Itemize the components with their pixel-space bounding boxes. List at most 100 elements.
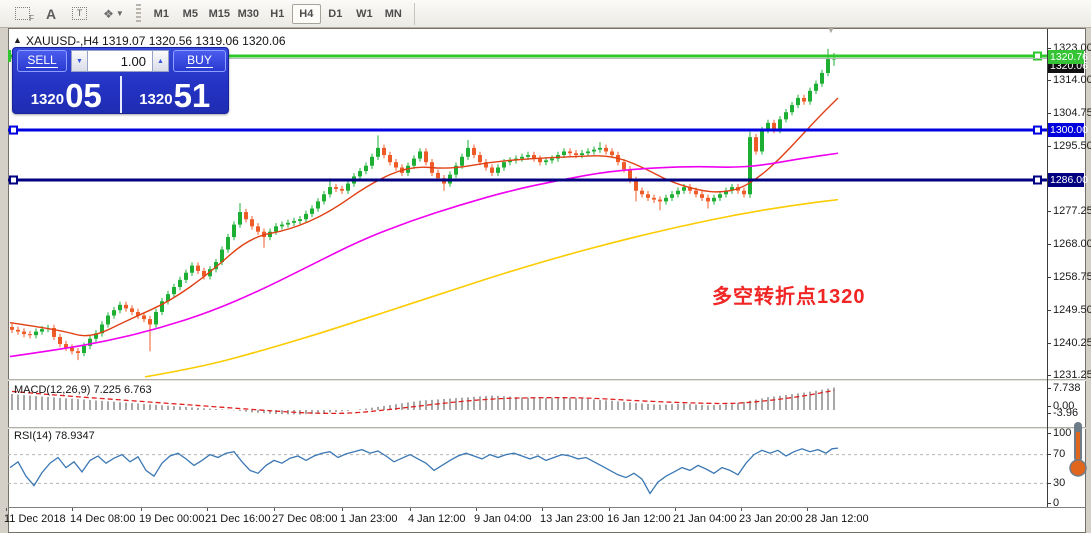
shapes-dropdown-button[interactable]: ❖ ▼ — [96, 4, 131, 24]
macd-axis-label: 7.738 — [1053, 382, 1081, 394]
price-axis-label: 1314.00 — [1053, 74, 1091, 86]
sell-price-display[interactable]: 1320 05 — [30, 77, 102, 115]
timeframe-button-m1[interactable]: M1 — [147, 4, 176, 24]
time-axis-tick — [207, 508, 208, 511]
triangle-up-icon: ▲ — [157, 57, 164, 65]
timeframe-button-m30[interactable]: M30 — [234, 4, 263, 24]
macd-axis-label: 0.00 — [1053, 400, 1075, 412]
timeframe-button-h1[interactable]: H1 — [263, 4, 292, 24]
time-axis-tick — [609, 508, 610, 511]
rsi-axis-tick — [1047, 503, 1051, 504]
toolbar: F A T ❖ ▼ M1 M5 M15 M30 H1 H4 D1 W1 MN — [0, 0, 1091, 28]
price-axis-label: 1258.75 — [1053, 271, 1091, 283]
dotted-grid-icon: F — [15, 7, 34, 23]
ma-slow-yellow[interactable] — [144, 198, 839, 378]
time-axis-label: 19 Dec 00:00 — [139, 513, 205, 525]
timeframe-button-w1[interactable]: W1 — [350, 4, 379, 24]
price-chart-pane[interactable] — [8, 31, 1047, 379]
time-axis-label: 11 Dec 2018 — [4, 513, 66, 525]
rsi-axis-tick — [1047, 433, 1051, 434]
timeframe-button-m15[interactable]: M15 — [205, 4, 234, 24]
font-label-tool-button[interactable]: A — [39, 4, 63, 24]
rsi-pane[interactable] — [8, 429, 1047, 507]
price-axis-tick — [1047, 211, 1051, 212]
toolbar-separator — [413, 2, 415, 25]
time-axis-tick — [274, 508, 275, 511]
shapes-icon: ❖ — [103, 6, 114, 21]
price-axis-tick — [1047, 277, 1051, 278]
time-axis-label: 4 Jan 12:00 — [408, 513, 466, 525]
time-axis-tick — [807, 508, 808, 511]
price-axis-label: 1295.50 — [1053, 140, 1091, 152]
triangle-down-icon: ▼ — [76, 57, 83, 65]
rsi-axis-tick — [1047, 483, 1051, 484]
rsi-axis-label: 100 — [1053, 427, 1072, 439]
volume-control: ▼ ▲ — [71, 50, 169, 72]
time-axis-tick — [675, 508, 676, 511]
time-axis-tick — [542, 508, 543, 511]
buy-price-display[interactable]: 1320 51 — [139, 77, 211, 115]
time-axis-tick — [410, 508, 411, 511]
rsi-label: RSI(14) 78.9347 — [14, 430, 95, 442]
price-axis-tick — [1047, 113, 1051, 114]
rsi-line — [9, 447, 839, 495]
price-axis-label: 1240.25 — [1053, 337, 1091, 349]
volume-increase-button[interactable]: ▲ — [152, 50, 169, 72]
price-axis-label: 1231.25 — [1053, 369, 1091, 381]
timeframe-button-m5[interactable]: M5 — [176, 4, 205, 24]
collapse-icon[interactable]: ▲ — [13, 35, 22, 45]
chart-title: XAUUSD-,H4 1319.07 1320.56 1319.06 1320.… — [26, 34, 286, 48]
price-axis-label: 1249.50 — [1053, 304, 1091, 316]
sell-button[interactable]: SELL — [17, 50, 67, 72]
chevron-down-icon: ▼ — [115, 9, 124, 18]
price-divider — [119, 76, 122, 113]
letter-a-icon: A — [46, 5, 57, 22]
price-axis-tick — [1047, 48, 1051, 49]
price-axis-tick — [1047, 343, 1051, 344]
time-axis-separator — [8, 507, 1086, 508]
hline-handle-ask-resistance-right[interactable] — [1033, 51, 1042, 61]
hline-handle-level-1286-right[interactable] — [1033, 175, 1042, 185]
trade-panel-prices: 1320 05 1320 51 — [13, 75, 228, 114]
time-axis-label: 16 Jan 12:00 — [607, 513, 671, 525]
hline-handle-level-1300-right[interactable] — [1033, 125, 1042, 135]
hline-handle-level-1300-left[interactable] — [9, 125, 18, 135]
macd-axis-tick — [1047, 406, 1051, 407]
timeframe-group: M1 M5 M15 M30 H1 H4 D1 W1 MN — [147, 3, 408, 24]
price-axis-label: 1268.00 — [1053, 238, 1091, 250]
pane-separator-macd — [8, 379, 1086, 381]
chart-annotation-text[interactable]: 多空转折点1320 — [712, 286, 866, 308]
ma-mid-magenta[interactable] — [9, 152, 839, 358]
price-axis-tick — [1047, 80, 1051, 81]
toolbar-grip — [135, 3, 141, 24]
price-axis-line — [1047, 29, 1048, 507]
buy-button[interactable]: BUY — [173, 50, 226, 72]
timeframe-button-d1[interactable]: D1 — [321, 4, 350, 24]
text-tool-button[interactable]: T — [65, 4, 94, 24]
macd-pane[interactable] — [8, 383, 1047, 426]
volume-decrease-button[interactable]: ▼ — [71, 50, 88, 72]
time-axis-label: 23 Jan 20:00 — [739, 513, 803, 525]
volume-input[interactable] — [88, 50, 152, 72]
macd-axis-tick — [1047, 388, 1051, 389]
text-t-icon: T — [72, 7, 88, 20]
time-axis-tick — [476, 508, 477, 511]
timeframe-button-mn[interactable]: MN — [379, 4, 408, 24]
timeframe-button-h4[interactable]: H4 — [291, 3, 321, 24]
hline-handle-level-1286-left[interactable] — [9, 175, 18, 185]
time-axis-tick — [6, 508, 7, 511]
rsi-axis-label: 30 — [1053, 477, 1066, 489]
time-axis-tick — [741, 508, 742, 511]
pane-separator-rsi — [8, 427, 1086, 429]
rsi-axis-tick — [1047, 454, 1051, 455]
trade-panel-controls: SELL ▼ ▲ BUY — [13, 48, 228, 75]
time-axis-label: 27 Dec 08:00 — [272, 513, 338, 525]
time-axis-tick — [342, 508, 343, 511]
price-flag-1286.00: 1286.00 — [1048, 173, 1088, 187]
snap-grid-tool-button[interactable]: F — [8, 4, 37, 24]
time-axis-label: 1 Jan 23:00 — [340, 513, 398, 525]
ma-fast-red[interactable] — [9, 97, 839, 337]
macd-label: MACD(12,26,9) 7.225 6.763 — [14, 384, 152, 396]
